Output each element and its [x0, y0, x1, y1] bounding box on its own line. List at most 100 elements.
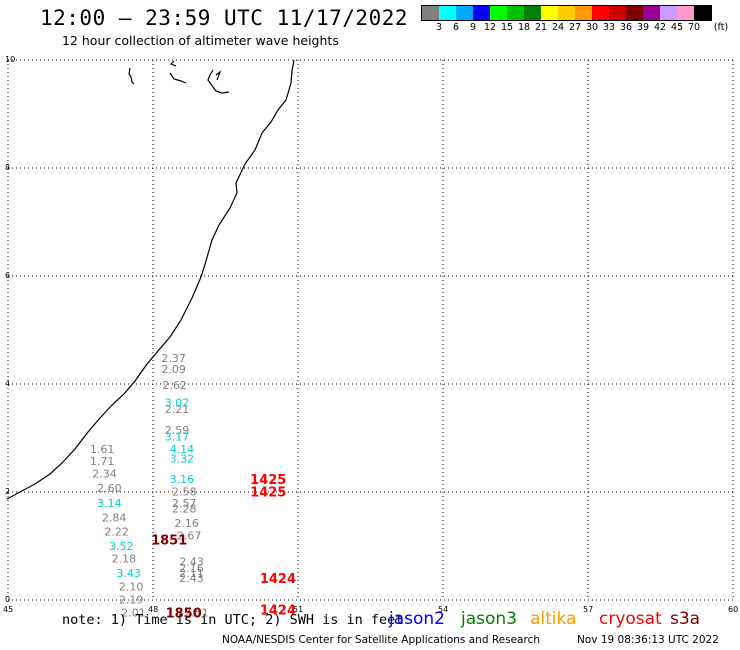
legend-swatch	[609, 6, 626, 20]
wave-height-label: 2.51	[184, 606, 209, 619]
legend-swatch	[541, 6, 558, 20]
x-tick-label: 57	[583, 605, 593, 614]
wave-height-label: 2.28	[172, 503, 197, 516]
wave-height-label: 2.22	[104, 525, 129, 538]
legend-label: 27	[568, 22, 582, 33]
legend-swatch	[592, 6, 609, 20]
wave-height-label: 2.37	[161, 352, 186, 365]
satellite-label-jason3: jason3	[461, 609, 517, 629]
legend-swatch	[524, 6, 541, 20]
legend-swatch	[694, 6, 711, 20]
pass-time-label: 1425	[250, 473, 286, 488]
wave-height-label: 1.71	[90, 455, 115, 468]
pass-time-label: 1851	[151, 534, 187, 549]
legend-swatch	[626, 6, 643, 20]
x-tick-label: 60	[728, 605, 738, 614]
legend-label: 15	[500, 22, 514, 33]
footer-credit: NOAA/NESDIS Center for Satellite Applica…	[222, 634, 540, 646]
legend-swatch	[422, 6, 439, 20]
y-tick-label: 8	[5, 163, 10, 172]
wave-height-label: 3.02	[165, 396, 190, 409]
wave-height-label: 2.43	[179, 556, 204, 569]
satellite-label-altika: altika	[530, 609, 577, 629]
wave-height-label: 3.17	[165, 430, 190, 443]
page-title: 12:00 – 23:59 UTC 11/17/2022	[40, 6, 409, 30]
footer-note: note: 1) Time is in UTC; 2) SWH is in fe…	[62, 612, 404, 628]
legend-label: 21	[534, 22, 548, 33]
legend-label: 18	[517, 22, 531, 33]
wave-height-label: 2.67	[177, 530, 202, 543]
wave-height-label: 2.43	[179, 572, 204, 585]
wave-height-label: 3.16	[170, 473, 195, 486]
wave-height-label: 3.43	[116, 567, 140, 580]
wave-height-label: 2.84	[102, 511, 127, 524]
wave-height-label: 2.10	[119, 581, 144, 594]
wave-height-label: 4.14	[170, 443, 195, 456]
wave-height-label: 2.19	[119, 593, 144, 606]
legend-label: 12	[483, 22, 497, 33]
y-tick-label: 4	[5, 379, 10, 388]
wave-height-label: 2.16	[179, 562, 204, 575]
legend-label: 36	[619, 22, 633, 33]
wave-height-label: 2.57	[172, 497, 197, 510]
legend-label: 6	[452, 22, 460, 33]
legend-label: 3	[435, 22, 443, 33]
wave-height-label: 2.09	[161, 363, 186, 376]
footer-timestamp: Nov 19 08:36:13 UTC 2022	[577, 634, 719, 646]
pass-time-label: 1425	[250, 485, 286, 500]
axis-labels: 45 48 51 54 57 60 0 2 4 6 8 10	[3, 55, 738, 614]
wave-height-labels: 2.372.09 2.62 3.022.21 2.593.174.143.32 3.16…	[90, 352, 209, 619]
legend-swatch	[439, 6, 456, 20]
map-grid	[7, 59, 734, 601]
legend-label: 24	[551, 22, 565, 33]
wave-height-label: 2.59	[165, 424, 190, 437]
wave-height-label: 2.16	[174, 517, 199, 530]
island-seychelles-3	[169, 72, 187, 84]
legend-label: 9	[469, 22, 477, 33]
coastline	[6, 59, 295, 500]
wave-height-label: 3.32	[170, 453, 195, 466]
wave-height-label: 2.58	[172, 485, 197, 498]
island-seychelles-2	[169, 60, 177, 67]
wave-height-label: 1.61	[90, 443, 115, 456]
legend-swatch	[660, 6, 677, 20]
wave-height-label: 2.34	[92, 468, 117, 481]
wave-height-label: 3.52	[109, 540, 133, 553]
legend-label: 33	[602, 22, 616, 33]
y-tick-label: 0	[5, 595, 10, 604]
legend-swatch	[575, 6, 592, 20]
legend-swatch	[473, 6, 490, 20]
page-subtitle: 12 hour collection of altimeter wave hei…	[62, 33, 339, 48]
wave-height-label: 2.11	[179, 567, 204, 580]
legend-label: 45	[670, 22, 684, 33]
satellite-label-s3a: s3a	[670, 609, 701, 629]
legend-label: 39	[636, 22, 650, 33]
wave-height-label: 2.60	[97, 482, 122, 495]
legend-swatch	[507, 6, 524, 20]
legend-swatch	[677, 6, 694, 20]
legend-swatch	[643, 6, 660, 20]
legend-swatch	[456, 6, 473, 20]
legend-swatch	[558, 6, 575, 20]
x-tick-label: 54	[438, 605, 448, 614]
legend-label: 70	[687, 22, 701, 33]
coastline-africa	[6, 59, 295, 500]
wave-height-label: 2.21	[165, 403, 190, 416]
wave-height-label: 2.18	[112, 552, 137, 565]
island-seychelles-1	[128, 67, 135, 85]
y-tick-label: 6	[5, 271, 10, 280]
island-seychelles-5	[215, 70, 222, 81]
wave-height-label: 2.01	[121, 606, 146, 619]
satellite-label-jason2: jason2	[389, 609, 445, 629]
island-seychelles-4	[207, 69, 230, 94]
legend-label: 30	[585, 22, 599, 33]
legend-unit: (ft)	[713, 22, 729, 33]
pass-time-label: 1424	[260, 604, 296, 619]
y-tick-label: 10	[5, 55, 15, 64]
legend-label: 42	[653, 22, 667, 33]
wave-height-label: 3.14	[97, 497, 122, 510]
x-tick-label: 45	[3, 605, 13, 614]
pass-time-label: 1850	[166, 606, 202, 621]
